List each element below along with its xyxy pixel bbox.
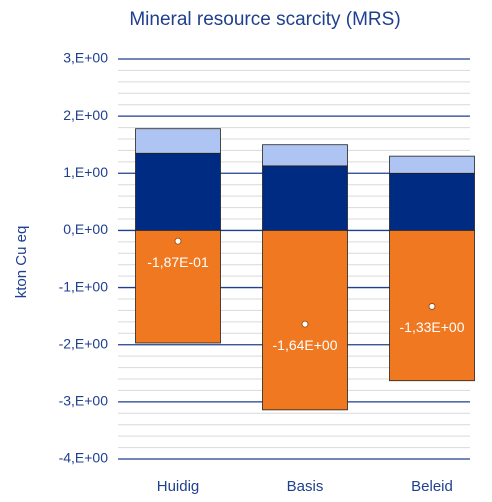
- x-tick-label: Beleid: [411, 478, 453, 495]
- data-label: -1,87E-01: [147, 254, 209, 270]
- bar-segment: [389, 155, 475, 174]
- y-tick-label: -2,E+00: [59, 335, 109, 351]
- y-tick-label: -4,E+00: [59, 450, 109, 466]
- y-tick-label: 0,E+00: [63, 221, 108, 237]
- bar-segment: [389, 172, 475, 231]
- y-tick-label: -1,E+00: [59, 278, 109, 294]
- y-axis-label: kton Cu eq: [13, 226, 30, 299]
- net-marker: [301, 320, 309, 328]
- bar-segment: [262, 230, 348, 411]
- y-tick-label: 3,E+00: [63, 50, 108, 66]
- y-tick-label: -3,E+00: [59, 393, 109, 409]
- net-marker: [428, 303, 436, 310]
- x-tick-label: Huidig: [157, 478, 200, 495]
- bar-segment: [262, 144, 348, 167]
- data-label: -1,33E+00: [400, 319, 465, 335]
- chart-title: Mineral resource scarcity (MRS): [129, 9, 400, 30]
- data-label: -1,64E+00: [273, 337, 338, 353]
- y-tick-label: 1,E+00: [63, 164, 108, 180]
- x-tick-label: Basis: [287, 478, 324, 495]
- net-marker: [174, 237, 182, 245]
- bar-segment: [135, 230, 221, 344]
- bar-segment: [262, 165, 348, 231]
- y-tick-label: 2,E+00: [63, 107, 108, 123]
- bar-segment: [135, 128, 221, 154]
- bar-segment: [135, 152, 221, 231]
